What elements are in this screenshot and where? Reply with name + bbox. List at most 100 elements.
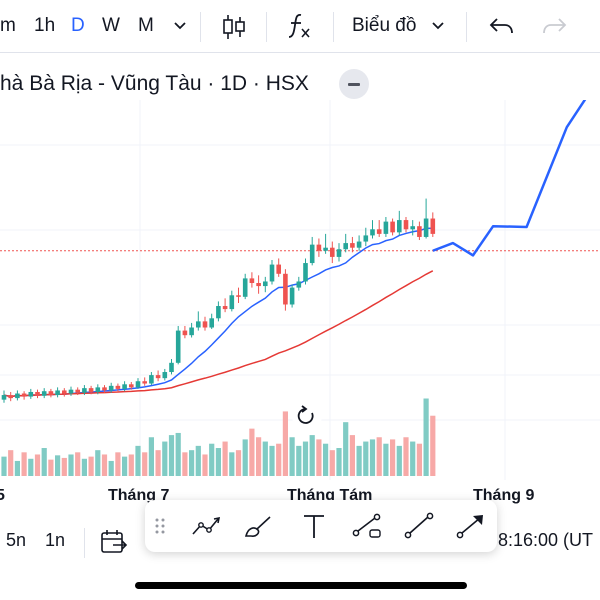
candle-body	[430, 218, 436, 234]
volume-bar	[108, 460, 114, 476]
candle-body	[135, 381, 141, 388]
volume-bar	[269, 445, 275, 476]
interval-week[interactable]: W	[102, 15, 120, 36]
candle-body	[363, 235, 369, 242]
x-tick-label: 5	[0, 487, 5, 504]
volume-bar	[81, 458, 87, 476]
volume-bar	[249, 428, 255, 476]
volume-bar	[309, 435, 315, 476]
candle-body	[417, 226, 422, 237]
volume-bar	[128, 454, 134, 476]
volume-bar	[155, 450, 161, 476]
interval-day[interactable]: D	[71, 15, 85, 36]
candle-body	[423, 218, 429, 237]
volume-bar	[8, 450, 14, 476]
volume-bar	[343, 422, 349, 476]
toolbar-divider	[333, 12, 334, 42]
candle-body	[249, 278, 255, 283]
x-tick-label: Tháng 7	[108, 487, 170, 504]
candle-body	[397, 220, 402, 233]
candle-body	[82, 388, 87, 393]
candle-body	[75, 389, 80, 393]
candle-body	[1, 395, 7, 400]
volume-bar	[256, 437, 262, 476]
volume-bar	[182, 452, 188, 476]
interval-minute[interactable]: m	[0, 15, 16, 36]
range-5n-button[interactable]: 5n	[6, 530, 27, 550]
candle-body	[122, 384, 127, 389]
volume-bar	[396, 445, 402, 476]
chart-type-menu[interactable]: Biểu đồ	[352, 15, 417, 36]
candle-body	[149, 375, 154, 384]
volume-bar	[55, 455, 61, 476]
volume-bar	[142, 452, 148, 476]
candle-body	[350, 243, 355, 248]
volume-bar	[34, 454, 41, 476]
brush-tool-icon[interactable]	[242, 512, 276, 540]
candle-body	[108, 385, 114, 391]
candle-body	[289, 287, 295, 305]
arrow-tool-icon[interactable]	[454, 512, 488, 540]
candle-body	[309, 244, 315, 264]
text-tool-icon[interactable]	[300, 512, 328, 540]
candle-body	[196, 321, 201, 328]
x-tick-label: Tháng Tám	[287, 487, 373, 504]
interval-1h[interactable]: 1h	[34, 15, 56, 36]
calendar-range-icon[interactable]	[99, 528, 129, 556]
volume-bar	[390, 439, 396, 476]
candle-body	[115, 385, 121, 389]
volume-bar	[215, 448, 221, 476]
volume-bar	[68, 454, 74, 476]
interval-month[interactable]: M	[138, 15, 154, 36]
volume-bar	[28, 458, 34, 476]
candle-body	[216, 306, 221, 319]
candlesticks	[1, 198, 436, 403]
collapse-legend-button[interactable]	[339, 69, 369, 99]
volume-bar	[209, 443, 215, 476]
candle-body	[323, 247, 328, 251]
undo-icon[interactable]	[488, 14, 516, 40]
toolbar-divider	[200, 12, 201, 42]
volume-bar	[75, 452, 81, 476]
indicators-fx-icon[interactable]	[285, 11, 315, 41]
ma-long-line	[3, 270, 434, 398]
top-toolbar: m 1h D W M Biểu đồ	[0, 0, 600, 53]
range-1n-button[interactable]: 1n	[45, 530, 66, 550]
volume-bar	[175, 432, 181, 476]
candle-body	[336, 249, 342, 257]
volume-bar	[376, 437, 382, 476]
price-chart[interactable]	[0, 100, 600, 480]
candle-body	[330, 247, 335, 257]
chevron-down-icon[interactable]	[430, 19, 446, 33]
candle-body	[242, 278, 248, 297]
volume-bar	[276, 443, 282, 476]
candle-body	[356, 241, 362, 248]
volume-bar	[148, 437, 154, 476]
volume-bar	[316, 439, 322, 476]
candle-body	[222, 306, 228, 310]
volume-bar	[235, 450, 242, 476]
volume-bar	[122, 456, 128, 476]
line-tool-icon[interactable]	[402, 512, 436, 540]
chevron-down-icon[interactable]	[172, 19, 188, 33]
refresh-icon	[297, 405, 314, 424]
trend-line-tool-icon[interactable]	[350, 512, 384, 540]
candle-body	[343, 243, 348, 250]
volume-bar	[242, 439, 248, 476]
moving-averages	[3, 227, 434, 398]
candle-body	[102, 387, 107, 391]
volume-bar	[61, 457, 67, 476]
volume-bar	[1, 456, 7, 476]
volume-bar	[262, 441, 268, 476]
pattern-tool-icon[interactable]	[190, 512, 224, 540]
redo-icon[interactable]	[540, 14, 568, 40]
candles-icon[interactable]	[221, 13, 247, 41]
volume-bar	[222, 441, 228, 476]
chart-grid	[0, 100, 600, 480]
volume-bar	[302, 441, 309, 476]
candle-body	[236, 295, 241, 297]
reset-chart-button[interactable]	[292, 401, 322, 431]
volume-bar	[403, 437, 409, 476]
drag-handle-icon[interactable]	[153, 512, 181, 540]
candle-body	[8, 395, 13, 399]
